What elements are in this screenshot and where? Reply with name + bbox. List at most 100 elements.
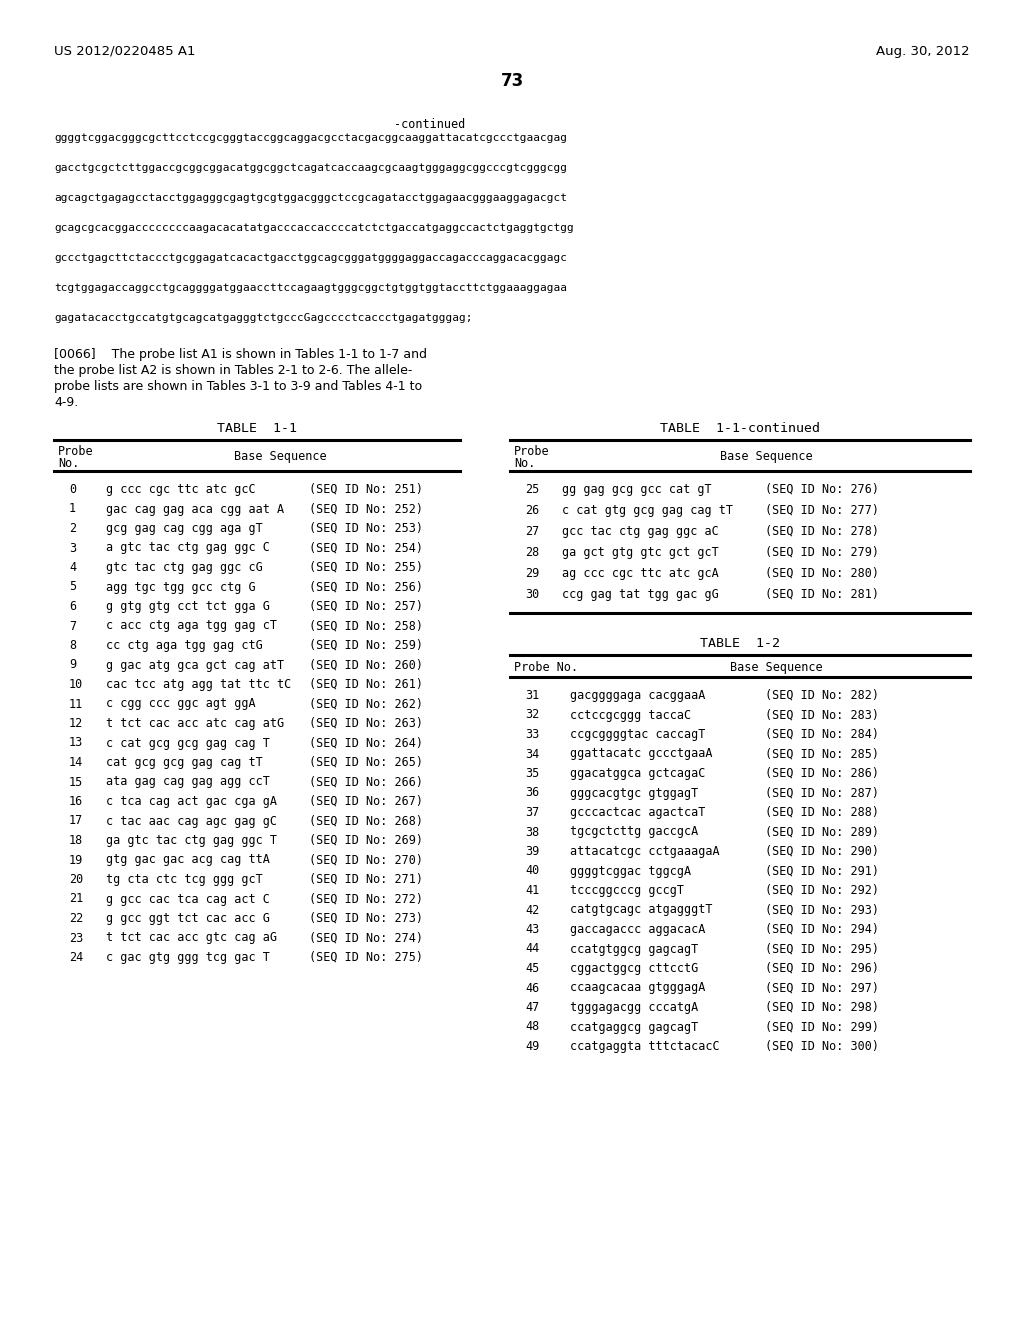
Text: cac tcc atg agg tat ttc tC: cac tcc atg agg tat ttc tC: [106, 678, 291, 690]
Text: (SEQ ID No: 265): (SEQ ID No: 265): [309, 756, 423, 770]
Text: (SEQ ID No: 261): (SEQ ID No: 261): [309, 678, 423, 690]
Text: 32: 32: [525, 709, 540, 722]
Text: Base Sequence: Base Sequence: [730, 661, 822, 675]
Text: 14: 14: [69, 756, 83, 770]
Text: gcc tac ctg gag ggc aC: gcc tac ctg gag ggc aC: [562, 525, 719, 539]
Text: 42: 42: [525, 903, 540, 916]
Text: 10: 10: [69, 678, 83, 690]
Text: (SEQ ID No: 255): (SEQ ID No: 255): [309, 561, 423, 574]
Text: 13: 13: [69, 737, 83, 750]
Text: (SEQ ID No: 260): (SEQ ID No: 260): [309, 659, 423, 672]
Text: 23: 23: [69, 932, 83, 945]
Text: 34: 34: [525, 747, 540, 760]
Text: c tca cag act gac cga gA: c tca cag act gac cga gA: [106, 795, 278, 808]
Text: ga gct gtg gtc gct gcT: ga gct gtg gtc gct gcT: [562, 546, 719, 558]
Text: 36: 36: [525, 787, 540, 800]
Text: 4: 4: [69, 561, 76, 574]
Text: 5: 5: [69, 581, 76, 594]
Text: US 2012/0220485 A1: US 2012/0220485 A1: [54, 45, 196, 58]
Text: 15: 15: [69, 776, 83, 788]
Text: 40: 40: [525, 865, 540, 878]
Text: (SEQ ID No: 275): (SEQ ID No: 275): [309, 950, 423, 964]
Text: (SEQ ID No: 281): (SEQ ID No: 281): [765, 587, 879, 601]
Text: (SEQ ID No: 271): (SEQ ID No: 271): [309, 873, 423, 886]
Text: 43: 43: [525, 923, 540, 936]
Text: 44: 44: [525, 942, 540, 956]
Text: cc ctg aga tgg gag ctG: cc ctg aga tgg gag ctG: [106, 639, 263, 652]
Text: (SEQ ID No: 286): (SEQ ID No: 286): [765, 767, 879, 780]
Text: 6: 6: [69, 601, 76, 612]
Text: tgggagacgg cccatgA: tgggagacgg cccatgA: [570, 1001, 698, 1014]
Text: (SEQ ID No: 300): (SEQ ID No: 300): [765, 1040, 879, 1053]
Text: 28: 28: [525, 546, 540, 558]
Text: gacctgcgctcttggaccgcggcggacatggcggctcagatcaccaagcgcaagtgggaggcggcccgtcgggcgg: gacctgcgctcttggaccgcggcggacatggcggctcaga…: [54, 162, 567, 173]
Text: gggcacgtgc gtggagT: gggcacgtgc gtggagT: [570, 787, 698, 800]
Text: the probe list A2 is shown in Tables 2-1 to 2-6. The allele-: the probe list A2 is shown in Tables 2-1…: [54, 364, 413, 378]
Text: gcccactcac agactcaT: gcccactcac agactcaT: [570, 807, 706, 818]
Text: 26: 26: [525, 504, 540, 517]
Text: No.: No.: [514, 457, 536, 470]
Text: ccatgaggcg gagcagT: ccatgaggcg gagcagT: [570, 1020, 698, 1034]
Text: cat gcg gcg gag cag tT: cat gcg gcg gag cag tT: [106, 756, 263, 770]
Text: (SEQ ID No: 258): (SEQ ID No: 258): [309, 619, 423, 632]
Text: gcagcgcacggaccccccccaagacacatatgacccaccaccccatctctgaccatgaggccactctgaggtgctgg: gcagcgcacggaccccccccaagacacatatgacccacca…: [54, 223, 573, 234]
Text: (SEQ ID No: 298): (SEQ ID No: 298): [765, 1001, 879, 1014]
Text: tcgtggagaccaggcctgcaggggatggaaccttccagaagtgggcggctgtggtggtaccttctggaaaggagaa: tcgtggagaccaggcctgcaggggatggaaccttccagaa…: [54, 282, 567, 293]
Text: c cgg ccc ggc agt ggA: c cgg ccc ggc agt ggA: [106, 697, 256, 710]
Text: gg gag gcg gcc cat gT: gg gag gcg gcc cat gT: [562, 483, 712, 496]
Text: 41: 41: [525, 884, 540, 898]
Text: ggggtcggacgggcgcttcctccgcgggtaccggcaggacgcctacgacggcaaggattacatcgccctgaacgag: ggggtcggacgggcgcttcctccgcgggtaccggcaggac…: [54, 133, 567, 143]
Text: 31: 31: [525, 689, 540, 702]
Text: (SEQ ID No: 270): (SEQ ID No: 270): [309, 854, 423, 866]
Text: TABLE  1-1: TABLE 1-1: [217, 422, 297, 436]
Text: 45: 45: [525, 962, 540, 975]
Text: (SEQ ID No: 289): (SEQ ID No: 289): [765, 825, 879, 838]
Text: (SEQ ID No: 293): (SEQ ID No: 293): [765, 903, 879, 916]
Text: 73: 73: [501, 73, 523, 90]
Text: -continued: -continued: [394, 117, 466, 131]
Text: (SEQ ID No: 256): (SEQ ID No: 256): [309, 581, 423, 594]
Text: (SEQ ID No: 283): (SEQ ID No: 283): [765, 709, 879, 722]
Text: c gac gtg ggg tcg gac T: c gac gtg ggg tcg gac T: [106, 950, 270, 964]
Text: (SEQ ID No: 266): (SEQ ID No: 266): [309, 776, 423, 788]
Text: 21: 21: [69, 892, 83, 906]
Text: gaccagaccc aggacacA: gaccagaccc aggacacA: [570, 923, 706, 936]
Text: (SEQ ID No: 251): (SEQ ID No: 251): [309, 483, 423, 496]
Text: ggggtcggac tggcgA: ggggtcggac tggcgA: [570, 865, 691, 878]
Text: Aug. 30, 2012: Aug. 30, 2012: [877, 45, 970, 58]
Text: tcccggcccg gccgT: tcccggcccg gccgT: [570, 884, 684, 898]
Text: Base Sequence: Base Sequence: [234, 450, 327, 463]
Text: (SEQ ID No: 262): (SEQ ID No: 262): [309, 697, 423, 710]
Text: (SEQ ID No: 263): (SEQ ID No: 263): [309, 717, 423, 730]
Text: g gcc cac tca cag act C: g gcc cac tca cag act C: [106, 892, 270, 906]
Text: ata gag cag gag agg ccT: ata gag cag gag agg ccT: [106, 776, 270, 788]
Text: (SEQ ID No: 297): (SEQ ID No: 297): [765, 982, 879, 994]
Text: (SEQ ID No: 269): (SEQ ID No: 269): [309, 834, 423, 847]
Text: ga gtc tac ctg gag ggc T: ga gtc tac ctg gag ggc T: [106, 834, 278, 847]
Text: (SEQ ID No: 295): (SEQ ID No: 295): [765, 942, 879, 956]
Text: 46: 46: [525, 982, 540, 994]
Text: (SEQ ID No: 280): (SEQ ID No: 280): [765, 568, 879, 579]
Text: attacatcgc cctgaaagaA: attacatcgc cctgaaagaA: [570, 845, 720, 858]
Text: 16: 16: [69, 795, 83, 808]
Text: TABLE  1-1-continued: TABLE 1-1-continued: [660, 422, 820, 436]
Text: (SEQ ID No: 287): (SEQ ID No: 287): [765, 787, 879, 800]
Text: (SEQ ID No: 273): (SEQ ID No: 273): [309, 912, 423, 925]
Text: 25: 25: [525, 483, 540, 496]
Text: (SEQ ID No: 276): (SEQ ID No: 276): [765, 483, 879, 496]
Text: (SEQ ID No: 296): (SEQ ID No: 296): [765, 962, 879, 975]
Text: tgcgctcttg gaccgcA: tgcgctcttg gaccgcA: [570, 825, 698, 838]
Text: a gtc tac ctg gag ggc C: a gtc tac ctg gag ggc C: [106, 541, 270, 554]
Text: 12: 12: [69, 717, 83, 730]
Text: ccaagcacaa gtgggagA: ccaagcacaa gtgggagA: [570, 982, 706, 994]
Text: (SEQ ID No: 290): (SEQ ID No: 290): [765, 845, 879, 858]
Text: 2: 2: [69, 521, 76, 535]
Text: 17: 17: [69, 814, 83, 828]
Text: Probe: Probe: [514, 445, 550, 458]
Text: 33: 33: [525, 729, 540, 741]
Text: ccatgtggcg gagcagT: ccatgtggcg gagcagT: [570, 942, 698, 956]
Text: agg tgc tgg gcc ctg G: agg tgc tgg gcc ctg G: [106, 581, 256, 594]
Text: 0: 0: [69, 483, 76, 496]
Text: (SEQ ID No: 268): (SEQ ID No: 268): [309, 814, 423, 828]
Text: (SEQ ID No: 299): (SEQ ID No: 299): [765, 1020, 879, 1034]
